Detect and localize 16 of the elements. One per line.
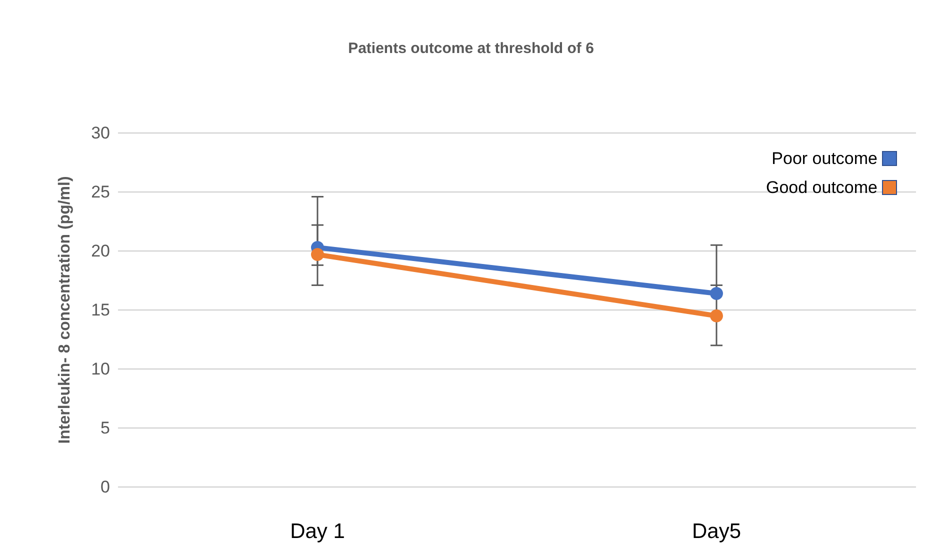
point bbox=[710, 309, 723, 322]
y-tick-label: 25 bbox=[91, 182, 110, 202]
y-tick-label: 15 bbox=[91, 300, 110, 320]
y-axis-title: Interleukin- 8 concentration (pg/ml) bbox=[56, 176, 74, 444]
x-tick-label: Day 1 bbox=[290, 520, 345, 543]
y-tick-label: 5 bbox=[100, 418, 110, 438]
y-tick-label: 0 bbox=[100, 478, 110, 496]
x-tick-label: Day5 bbox=[692, 520, 742, 543]
chart-title: Patients outcome at threshold of 6 bbox=[348, 40, 594, 57]
point bbox=[710, 286, 723, 300]
y-tick-label: 10 bbox=[91, 360, 110, 378]
legend-label: Good outcome bbox=[766, 178, 878, 197]
y-tick-label: 30 bbox=[91, 124, 110, 142]
y-tick-label: 20 bbox=[91, 242, 110, 260]
point bbox=[311, 248, 324, 262]
legend-label: Poor outcome bbox=[772, 149, 878, 168]
